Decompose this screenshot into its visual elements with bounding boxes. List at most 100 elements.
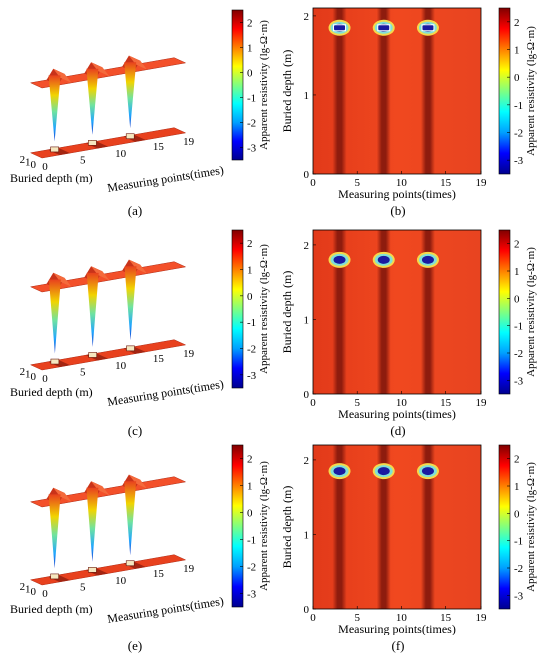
colorbar-tick-label: -1 [247, 317, 256, 329]
x-axis-label: Measuring points(times) [338, 407, 456, 421]
anomaly-spike [48, 279, 61, 354]
anomaly-spike [48, 494, 61, 569]
surface-ridge [91, 266, 110, 281]
caption-e: (e) [127, 638, 143, 653]
plot-area [313, 230, 481, 394]
bottom-anomaly-marker [125, 560, 135, 567]
x-tick-label: 19 [183, 136, 195, 148]
y-tick-label: 0 [304, 169, 310, 181]
stripe [420, 230, 435, 394]
x-tick-label: 10 [396, 397, 408, 409]
y-tick-label: 2 [304, 240, 310, 252]
stripe [420, 8, 435, 174]
x-tick-label: 10 [115, 360, 127, 372]
plot-area [313, 445, 481, 609]
colorbar-tick-label: -3 [247, 370, 257, 382]
bottom-anomaly-marker [88, 352, 97, 358]
anomaly-box [333, 24, 347, 32]
axes-frame [312, 229, 482, 395]
y-tick-label: 1 [25, 157, 31, 169]
x-tick-label: 10 [115, 148, 127, 160]
surface-ridge [128, 55, 148, 70]
colorbar-tick-label: -2 [514, 348, 523, 360]
x-tick-label: 15 [440, 397, 452, 409]
anomaly-core [421, 255, 434, 264]
colorbar-tick-label: 0 [247, 291, 253, 303]
anomaly-box [421, 24, 435, 32]
x-tick-label: 15 [440, 177, 452, 189]
x-tick-label: 5 [354, 177, 360, 189]
x-tick-label: 19 [183, 563, 195, 575]
anomaly-core [377, 467, 390, 476]
stripe [376, 230, 391, 394]
surface-ridge [128, 259, 148, 274]
y-tick-label: 2 [20, 366, 26, 378]
x-axis-label: Measuring points(times) [338, 622, 456, 635]
x-tick-label: 10 [115, 575, 127, 587]
x-tick-label: 0 [42, 588, 48, 600]
y-tick-label: 0 [31, 586, 37, 598]
colorbar-tick-label: -3 [247, 589, 257, 601]
colorbar-label: Apparent resistivity (lg-Ω·m) [525, 462, 537, 592]
y-tick-label: 1 [25, 369, 31, 381]
y-tick-label: 1 [304, 90, 310, 102]
colorbar-tick-label: 2 [514, 17, 520, 29]
anomaly-core [333, 255, 346, 264]
colorbar [231, 444, 244, 608]
y-axis-label: Buried depth (m) [10, 602, 93, 616]
caption-a: (a) [127, 203, 143, 218]
colorbar-tick-label: 0 [514, 72, 520, 84]
anomaly-spike [124, 62, 137, 129]
colorbar-tick-label: 2 [247, 238, 253, 250]
colorbar-label: Apparent resistivity (lg-Ω·m) [258, 20, 270, 150]
anomaly-spike [48, 75, 61, 142]
anomaly-core [421, 467, 434, 476]
anomaly-spike [86, 487, 99, 562]
axes-frame [312, 444, 482, 610]
colorbar-tick-label: 1 [514, 45, 520, 57]
x-tick-label: 19 [183, 348, 195, 360]
anomaly-core [377, 255, 390, 264]
axes-frame [312, 7, 482, 175]
stripe [332, 8, 347, 174]
anomaly-box [377, 24, 391, 32]
bottom-anomaly-marker [50, 358, 60, 365]
y-tick-label: 1 [304, 314, 310, 326]
y-tick-label: 0 [304, 604, 310, 616]
stripe [420, 445, 435, 609]
colorbar-tick-label: -3 [514, 590, 524, 602]
bottom-anomaly-marker [88, 140, 97, 146]
x-axis-label: Measuring points(times) [106, 377, 224, 409]
colorbar-tick-label: -1 [247, 93, 256, 105]
x-tick-label: 10 [396, 177, 408, 189]
bottom-anomaly-marker [125, 133, 135, 140]
x-tick-label: 5 [354, 397, 360, 409]
bottom-anomaly-marker [126, 345, 135, 352]
colorbar-tick-label: 2 [247, 18, 253, 30]
x-tick-label: 10 [396, 612, 408, 624]
x-tick-label: 5 [80, 366, 86, 378]
y-tick-label: 1 [304, 529, 310, 541]
colorbar-tick-label: 0 [247, 508, 253, 520]
anomaly-core [421, 23, 434, 32]
anomaly-spike [86, 272, 99, 347]
colorbar-label: Apparent resistivity (lg-Ω·m) [525, 247, 537, 377]
anomaly-core [333, 23, 346, 32]
colorbar [498, 444, 511, 610]
y-axis-label: Buried depth (m) [280, 271, 294, 354]
colorbar [498, 229, 511, 395]
colorbar-tick-label: -1 [514, 536, 523, 548]
stripe [332, 230, 347, 394]
colorbar [498, 7, 511, 175]
y-tick-label: 0 [31, 159, 37, 171]
colorbar-label: Apparent resistivity (lg-Ω·m) [258, 461, 270, 591]
colorbar-tick-label: 0 [247, 68, 253, 80]
x-tick-label: 19 [476, 397, 488, 409]
x-tick-label: 15 [153, 141, 165, 153]
surface-ridge [53, 68, 72, 83]
x-tick-label: 15 [153, 568, 165, 580]
colorbar-tick-label: -2 [514, 563, 523, 575]
x-tick-label: 19 [476, 612, 488, 624]
anomaly-spike [86, 68, 99, 135]
